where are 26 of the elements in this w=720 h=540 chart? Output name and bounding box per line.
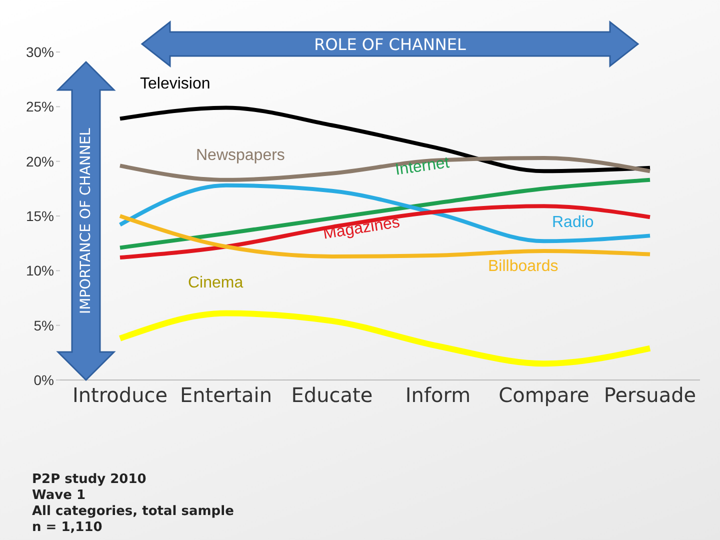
x-tick-label: Educate — [291, 383, 373, 408]
x-tick-label: Persuade — [604, 383, 696, 408]
text: Wave 1 — [32, 488, 87, 504]
x-tick-label: Entertain — [180, 383, 272, 408]
text: Internet — [394, 154, 451, 179]
y-tick-label: 30% — [26, 44, 54, 60]
text: All categories, total sample — [32, 504, 234, 520]
y-tick-label: 0% — [34, 372, 54, 388]
x-tick-label: Inform — [405, 383, 471, 408]
y-axis-title: IMPORTANCE OF CHANNEL — [77, 127, 95, 316]
y-tick-label: 5% — [34, 317, 54, 334]
series-label: Newspapers — [196, 146, 285, 164]
x-axis-title: ROLE OF CHANNEL — [313, 34, 467, 56]
x-tick-label: Compare — [498, 383, 590, 408]
text: Magazines — [322, 214, 402, 243]
y-tick-label: 25% — [26, 98, 54, 115]
series-label: Cinema — [188, 274, 244, 292]
series-label: Television — [140, 76, 210, 93]
series-label: Billboards — [488, 258, 558, 275]
text: P2P study 2010 — [32, 472, 148, 488]
y-tick-label: 20% — [26, 153, 54, 170]
series-label: Radio — [552, 214, 594, 232]
x-tick-label: Introduce — [72, 383, 168, 408]
y-tick-label: 10% — [26, 262, 54, 279]
text: n = 1,110 — [32, 520, 104, 536]
y-tick-label: 15% — [26, 208, 54, 224]
